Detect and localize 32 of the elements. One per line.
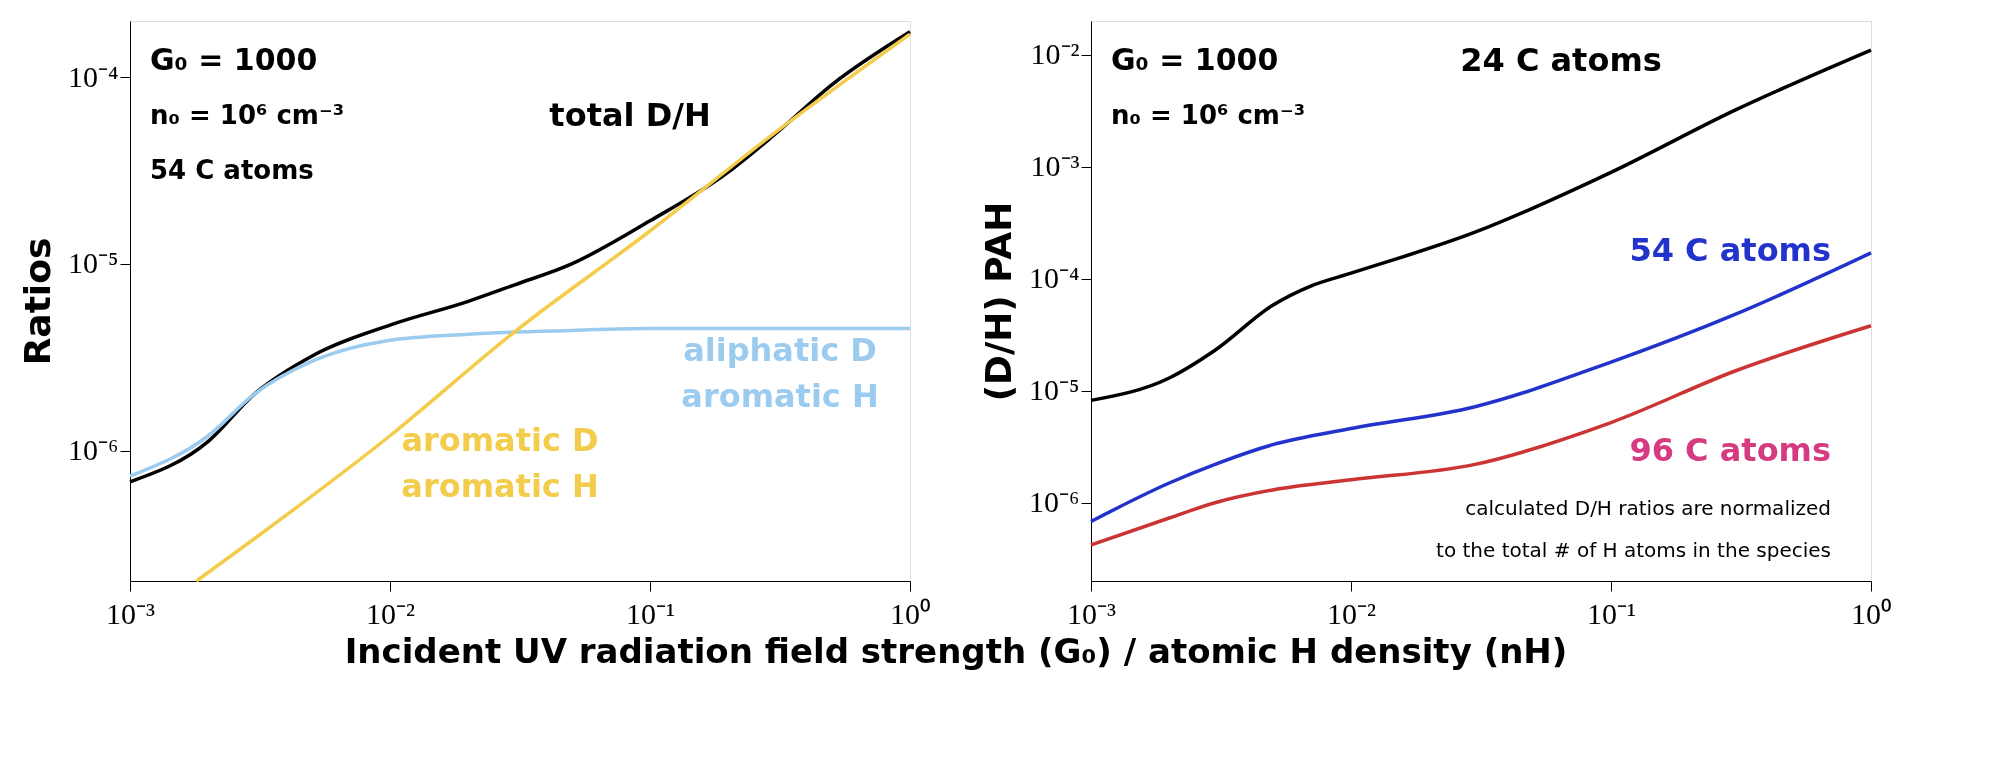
series-label: aromatic D aromatic H xyxy=(401,421,599,505)
x-tick-label: 10⁻¹ xyxy=(1587,596,1636,630)
y-tick-label: 10⁻⁴ xyxy=(1029,261,1080,295)
series-label: total D/H xyxy=(549,96,711,134)
series-label: aliphatic D aromatic H xyxy=(681,331,879,415)
x-tick-label: 10⁰ xyxy=(890,596,931,630)
annotation: calculated D/H ratios are normalized xyxy=(1465,496,1831,520)
annotation: n₀ = 10⁶ cm⁻³ xyxy=(150,100,345,130)
annotation: 54 C atoms xyxy=(150,155,314,185)
y-tick-label: 10⁻⁵ xyxy=(1029,373,1080,407)
x-tick-label: 10⁻² xyxy=(366,596,415,630)
x-tick-label: 10⁻³ xyxy=(106,596,155,630)
annotation: G₀ = 1000 xyxy=(150,42,318,77)
y-tick-label: 10⁻³ xyxy=(1030,149,1080,183)
series-label: 24 C atoms xyxy=(1460,41,1662,79)
annotation: n₀ = 10⁶ cm⁻³ xyxy=(1111,100,1306,130)
y-tick-label: 10⁻⁴ xyxy=(68,59,119,93)
y-tick-label: 10⁻⁵ xyxy=(68,246,119,280)
y-tick-label: 10⁻² xyxy=(1030,37,1080,71)
series-label: 54 C atoms xyxy=(1629,231,1831,269)
annotation: G₀ = 1000 xyxy=(1111,42,1279,77)
y-tick-label: 10⁻⁶ xyxy=(1029,485,1080,519)
y-axis-title: Ratios xyxy=(17,237,59,366)
x-tick-label: 10⁻³ xyxy=(1067,596,1116,630)
y-axis-title: (D/H) PAH xyxy=(978,201,1020,402)
x-axis-title: Incident UV radiation field strength (G₀) / atomic H density (nH) xyxy=(344,630,1568,671)
annotation: to the total # of H atoms in the species xyxy=(1436,538,1831,562)
x-tick-label: 10⁻¹ xyxy=(626,596,675,630)
x-tick-label: 10⁰ xyxy=(1851,596,1892,630)
x-tick-label: 10⁻² xyxy=(1327,596,1376,630)
series-label: 96 C atoms xyxy=(1629,431,1831,469)
y-tick-label: 10⁻⁶ xyxy=(68,433,119,467)
